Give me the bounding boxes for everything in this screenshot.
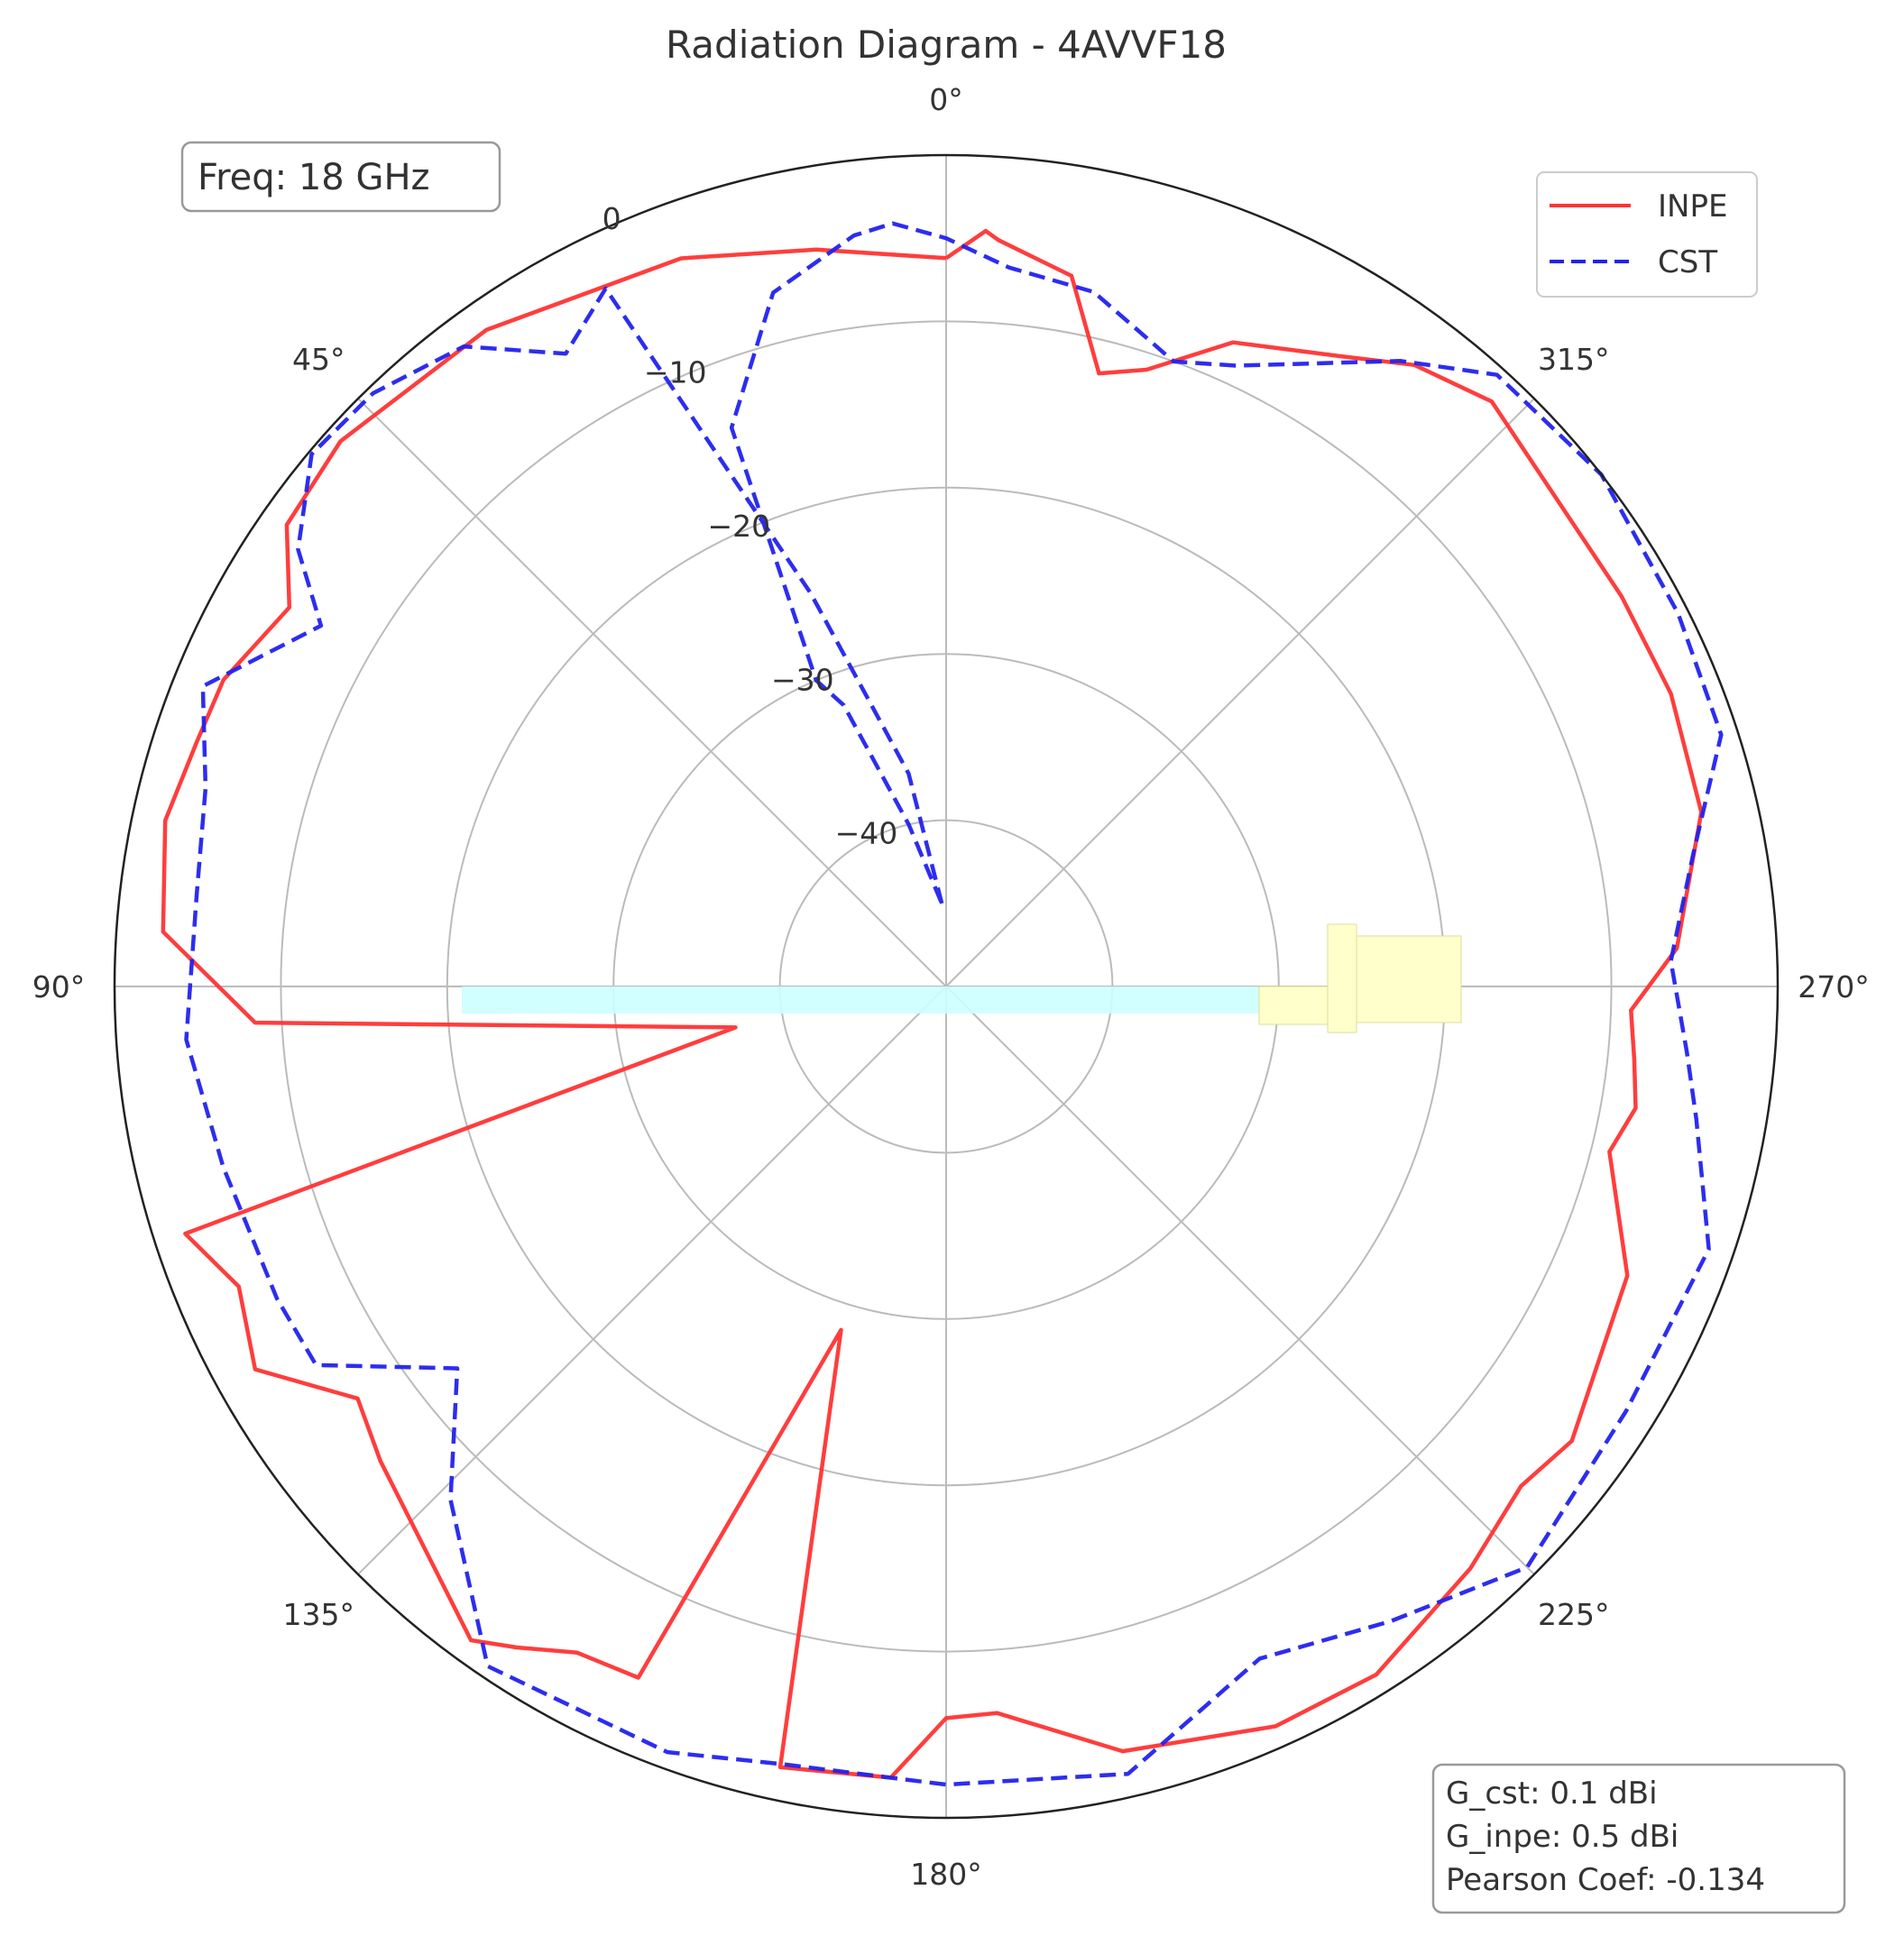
axis-labels: 0° 45° 90° 135° 180° 225° 270° 315° 0 −10 −20 −30 −4… [32, 82, 1870, 1892]
antenna-plate [1327, 923, 1357, 1033]
series-line-inpe [161, 228, 1704, 1780]
angle-label-135: 135° [282, 1597, 354, 1632]
grid-spoke-3 [357, 986, 947, 1575]
r-label-20: −20 [707, 509, 770, 544]
angle-label-315: 315° [1538, 342, 1610, 377]
freq-text: Freq: 18 GHz [198, 157, 430, 198]
outer-ring [113, 153, 1780, 1820]
legend-label-cst: CST [1658, 244, 1717, 280]
stat-pearson: Pearson Coef: -0.134 [1446, 1862, 1765, 1898]
freq-annotation: Freq: 18 GHz [180, 141, 501, 213]
series-line-cst [184, 221, 1724, 1787]
r-label-40: −40 [835, 816, 898, 851]
chart-title: Radiation Diagram - 4AVVF18 [666, 23, 1227, 67]
antenna-flange [1258, 986, 1336, 1025]
stat-g-cst: G_cst: 0.1 dBi [1446, 1775, 1658, 1812]
r-label-30: −30 [771, 662, 834, 697]
angle-label-180: 180° [910, 1857, 982, 1892]
grid-spoke-5 [945, 986, 1535, 1575]
grid-spoke-1 [357, 398, 947, 987]
angle-label-270: 270° [1798, 969, 1870, 1005]
r-label-10: −10 [644, 355, 707, 390]
stats-annotation: G_cst: 0.1 dBi G_inpe: 0.5 dBi Pearson C… [1431, 1763, 1846, 1914]
antenna-silhouette-icon [462, 923, 1462, 1033]
r-label-0: 0 [602, 201, 621, 236]
grid-spoke-7 [945, 398, 1535, 987]
angle-label-225: 225° [1538, 1597, 1610, 1632]
stat-g-inpe: G_inpe: 0.5 dBi [1446, 1819, 1679, 1855]
polar-grid [115, 155, 1778, 1818]
angle-label-45: 45° [292, 342, 345, 377]
angle-label-0: 0° [929, 82, 963, 117]
series-layer [161, 221, 1724, 1787]
angle-label-90: 90° [32, 969, 86, 1005]
legend-label-inpe: INPE [1658, 188, 1727, 225]
legend: INPE CST [1536, 171, 1758, 298]
antenna-boom [462, 986, 1333, 1014]
antenna-body [1356, 935, 1462, 1023]
